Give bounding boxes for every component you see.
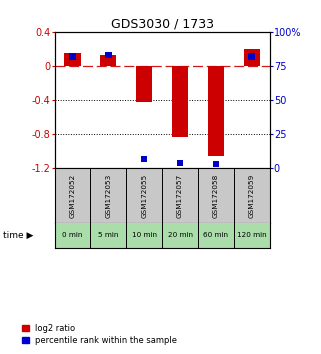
Text: GSM172058: GSM172058 — [213, 173, 219, 218]
Text: GSM172052: GSM172052 — [69, 173, 75, 218]
Bar — [141, 156, 147, 162]
Bar — [69, 53, 76, 59]
Text: 10 min: 10 min — [132, 232, 157, 238]
Bar — [105, 52, 112, 58]
Legend: log2 ratio, percentile rank within the sample: log2 ratio, percentile rank within the s… — [20, 322, 179, 346]
Text: 0 min: 0 min — [62, 232, 83, 238]
Title: GDS3030 / 1733: GDS3030 / 1733 — [111, 18, 213, 31]
Bar — [65, 53, 81, 66]
Bar — [244, 49, 260, 66]
Text: 120 min: 120 min — [237, 232, 266, 238]
Text: GSM172053: GSM172053 — [105, 173, 111, 218]
Bar — [100, 55, 117, 66]
Text: GSM172055: GSM172055 — [141, 173, 147, 218]
Bar — [213, 161, 219, 167]
Text: 60 min: 60 min — [204, 232, 228, 238]
Bar — [136, 66, 152, 102]
Text: 20 min: 20 min — [168, 232, 193, 238]
Bar — [177, 160, 183, 166]
Text: GSM172057: GSM172057 — [177, 173, 183, 218]
Text: time ▶: time ▶ — [3, 231, 34, 240]
Bar — [248, 53, 255, 59]
Bar — [172, 66, 188, 137]
Text: 5 min: 5 min — [98, 232, 118, 238]
Bar — [208, 66, 224, 155]
Text: GSM172059: GSM172059 — [249, 173, 255, 218]
